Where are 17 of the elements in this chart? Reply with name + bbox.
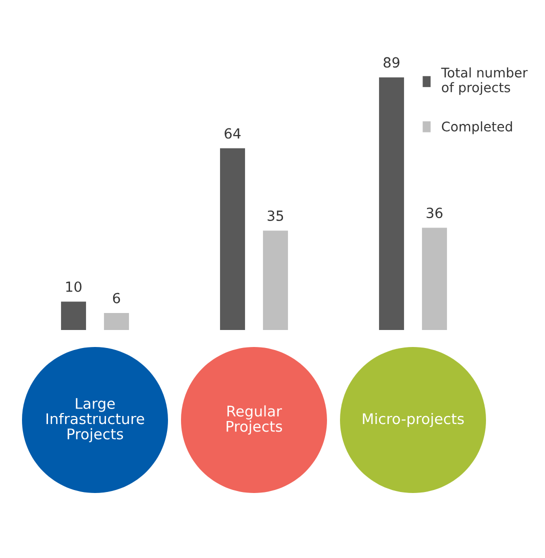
- legend-label: Total number of projects: [441, 67, 528, 95]
- bar: [379, 77, 404, 330]
- bar: [104, 312, 129, 330]
- data-label: 36: [426, 208, 442, 218]
- data-label: 89: [384, 57, 400, 68]
- bar: [262, 230, 288, 330]
- legend-label: Completed: [442, 121, 512, 134]
- data-label: 10: [66, 281, 82, 292]
- x-tick-label: Regular Projects: [226, 405, 282, 435]
- bar: [220, 148, 246, 330]
- x-tick-label: Large Infrastructure Projects: [46, 398, 144, 442]
- data-label: 64: [224, 128, 241, 139]
- bar: [422, 228, 447, 330]
- bar: [61, 302, 86, 330]
- x-tick-label: Micro-projects: [362, 412, 464, 428]
- data-label: 35: [268, 210, 284, 221]
- data-label: 6: [113, 292, 120, 304]
